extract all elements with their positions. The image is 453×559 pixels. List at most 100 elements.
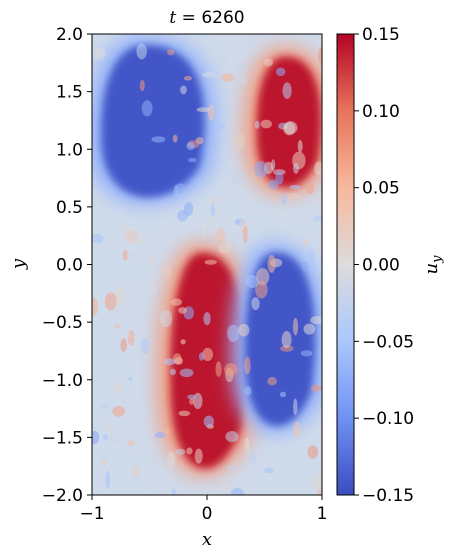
speckle <box>105 470 111 489</box>
colorbar-tick-label: −0.05 <box>362 332 414 352</box>
speckle <box>189 398 195 405</box>
speckle <box>147 256 156 263</box>
speckle <box>131 464 139 478</box>
speckle <box>287 192 300 201</box>
speckle <box>138 237 146 245</box>
speckle <box>102 434 109 441</box>
y-axis-label: y <box>8 258 29 270</box>
speckle <box>227 324 240 342</box>
speckle <box>178 307 188 314</box>
speckle <box>275 67 286 77</box>
speckle <box>180 85 187 95</box>
speckle <box>113 323 121 329</box>
speckle <box>238 323 250 337</box>
speckle <box>178 410 191 417</box>
x-tick-label: −1 <box>79 504 104 524</box>
speckle <box>279 391 287 398</box>
speckle <box>237 76 248 85</box>
speckle <box>310 316 322 325</box>
y-tick-label: −1.5 <box>42 428 83 448</box>
speckle <box>92 297 98 316</box>
speckle <box>170 488 176 495</box>
speckle <box>282 82 292 99</box>
speckle <box>224 363 238 376</box>
speckle <box>128 34 137 39</box>
speckle <box>254 120 260 129</box>
colorbar-ticks: −0.15 −0.10 −0.05 0.00 0.05 0.10 0.15 <box>354 25 414 506</box>
speckle <box>213 121 225 131</box>
speckle <box>225 431 239 443</box>
y-tick-label: 0.5 <box>56 198 83 218</box>
speckle <box>187 394 196 400</box>
speckle <box>260 119 272 129</box>
speckle <box>267 254 276 273</box>
speckle <box>216 227 226 243</box>
speckle <box>154 431 166 439</box>
speckle <box>202 71 217 78</box>
speckle <box>175 448 186 456</box>
speckle <box>127 376 133 381</box>
speckle <box>140 337 150 355</box>
speckle <box>202 347 213 361</box>
speckle <box>186 447 193 455</box>
speckle <box>215 361 222 377</box>
speckle <box>169 368 176 376</box>
speckle <box>280 345 294 352</box>
colorbar-tick-label: 0.10 <box>362 102 400 122</box>
speckle <box>283 121 296 136</box>
speckle <box>107 423 113 431</box>
speckle <box>254 161 268 178</box>
speckle <box>314 161 322 176</box>
speckle <box>242 225 248 243</box>
speckle <box>179 368 194 378</box>
speckle <box>153 456 162 469</box>
speckle <box>245 274 259 289</box>
speckle <box>120 390 126 407</box>
speckle <box>312 215 322 222</box>
speckle <box>122 249 129 261</box>
colorbar-label: uy <box>421 255 445 275</box>
speckle <box>161 261 172 279</box>
speckle <box>101 459 108 465</box>
speckle <box>297 140 303 153</box>
speckle <box>92 430 100 445</box>
colorbar-tick-label: 0.00 <box>362 256 400 276</box>
x-tick-label: 0 <box>202 504 213 524</box>
speckle <box>292 317 299 336</box>
colorbar-tick-label: −0.10 <box>362 409 414 429</box>
speckle <box>244 356 251 375</box>
speckle <box>221 73 234 83</box>
speckle <box>203 415 214 428</box>
speckle <box>233 133 245 150</box>
speckle <box>208 104 215 121</box>
colorbar-label-subscript: y <box>430 255 445 264</box>
speckle <box>186 142 195 151</box>
speckle <box>127 439 135 447</box>
speckle <box>112 405 126 417</box>
x-axis-label: x <box>202 529 212 550</box>
speckle <box>268 179 279 190</box>
speckle <box>255 280 268 299</box>
speckle <box>120 338 127 352</box>
speckle <box>281 331 292 348</box>
speckle <box>209 212 217 225</box>
speckle <box>219 484 229 492</box>
speckle <box>136 43 147 60</box>
speckle <box>109 432 120 444</box>
y-tick-label: −0.5 <box>42 313 83 333</box>
speckle <box>92 47 106 60</box>
speckle <box>275 171 284 185</box>
speckle <box>196 107 211 113</box>
speckle <box>203 312 211 326</box>
speckle <box>230 171 243 184</box>
y-tick-label: 1.0 <box>56 140 83 160</box>
speckle <box>208 196 220 207</box>
speckle <box>187 157 197 163</box>
speckle <box>244 437 250 454</box>
speckle <box>303 237 310 247</box>
colorbar-tick-label: 0.15 <box>362 25 400 45</box>
speckle <box>104 292 117 311</box>
speckle <box>126 251 137 258</box>
speckle <box>170 298 182 306</box>
speckle <box>172 134 178 143</box>
